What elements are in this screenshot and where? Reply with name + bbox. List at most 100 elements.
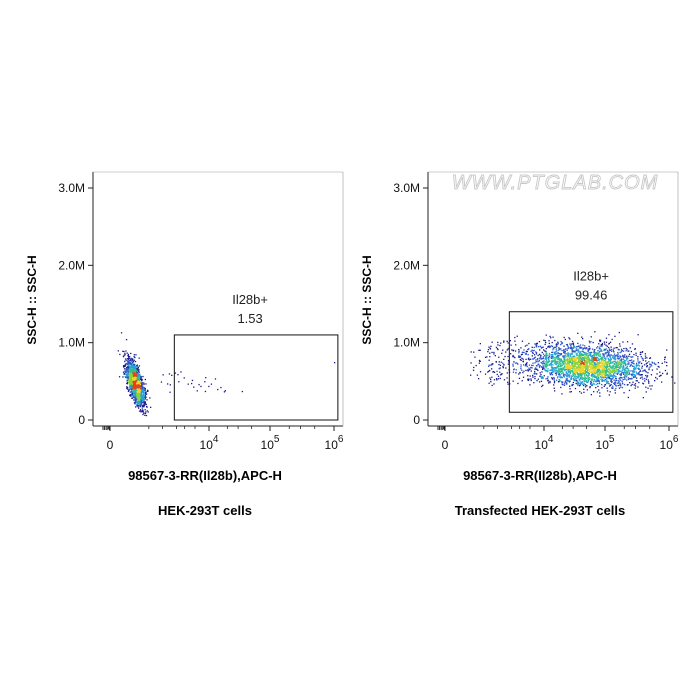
event-dot (560, 359, 562, 362)
event-dot (130, 363, 132, 366)
event-dot (585, 379, 587, 382)
event-dot (648, 382, 650, 384)
event-dot (495, 361, 497, 363)
event-dot (553, 382, 556, 384)
event-dot (664, 356, 666, 358)
event-dot (631, 370, 634, 372)
event-dot (545, 358, 547, 360)
event-dot (134, 390, 136, 392)
event-dot (142, 391, 144, 393)
event-dot (603, 379, 606, 381)
event-dot (131, 369, 133, 372)
event-dot (138, 394, 141, 396)
event-dot (498, 363, 500, 366)
event-dot (125, 373, 128, 376)
event-dot (574, 350, 577, 352)
event-dot (545, 348, 547, 350)
x-tick-label: 104 (200, 434, 219, 452)
event-dot (585, 347, 587, 349)
event-dot (656, 378, 658, 380)
event-dot (582, 338, 584, 340)
event-dot (618, 370, 620, 372)
event-dot (589, 341, 591, 344)
event-dot (224, 390, 226, 392)
event-dot (623, 372, 625, 374)
event-dot (602, 359, 604, 361)
event-dot (569, 359, 572, 362)
event-dot (610, 375, 612, 377)
event-dot (561, 349, 563, 352)
event-dot (610, 362, 612, 365)
event-dot (131, 361, 133, 363)
event-dot (563, 336, 565, 339)
event-dot (531, 351, 534, 354)
event-dot (568, 379, 570, 382)
event-dot (541, 362, 543, 364)
event-dot (617, 366, 619, 368)
event-dot (196, 390, 198, 392)
event-dot (594, 370, 596, 372)
event-dot (546, 369, 548, 372)
event-dot (572, 350, 574, 352)
event-dot (573, 357, 575, 359)
event-dot (588, 368, 590, 370)
event-dot (561, 383, 563, 385)
event-dot (576, 346, 578, 348)
event-dot (512, 380, 514, 382)
event-dot (140, 378, 142, 380)
event-dot (545, 334, 547, 336)
event-dot (627, 370, 629, 372)
event-dot (628, 353, 631, 355)
event-dot (528, 364, 531, 366)
gate-box (508, 311, 674, 413)
x-tick-label: 105 (261, 434, 280, 452)
event-dot (592, 371, 594, 374)
event-dot (517, 363, 519, 365)
event-dot (534, 370, 536, 373)
event-dot (651, 369, 654, 371)
event-dot (580, 392, 583, 394)
event-dot (518, 356, 520, 358)
event-dot (607, 363, 609, 365)
event-dot (625, 368, 627, 370)
event-dot (627, 384, 629, 386)
event-dot (581, 365, 583, 367)
event-dot (134, 394, 137, 396)
event-dot (600, 339, 602, 342)
event-dot (581, 352, 583, 355)
event-dot (136, 394, 139, 396)
event-dot (609, 375, 611, 378)
event-dot (124, 360, 126, 363)
event-dot (510, 353, 512, 355)
event-dot (644, 355, 647, 357)
event-dot (591, 368, 593, 370)
event-dot (476, 374, 479, 376)
event-dot (574, 378, 576, 381)
event-dot (128, 374, 131, 376)
event-dot (603, 353, 605, 355)
event-dot (600, 366, 602, 368)
event-dot (607, 370, 609, 372)
event-dot (637, 334, 639, 336)
event-dot (563, 373, 565, 375)
event-dot (555, 364, 557, 366)
event-dot (639, 374, 641, 376)
event-dot (537, 378, 539, 380)
event-dot (144, 388, 146, 390)
event-dot (588, 356, 590, 359)
event-dot (519, 358, 521, 361)
event-dot (142, 399, 145, 401)
event-dot (591, 348, 594, 350)
event-dot (127, 390, 130, 392)
event-dot (141, 411, 143, 413)
event-dot (602, 360, 604, 362)
event-dot (563, 382, 566, 384)
event-dot (602, 364, 604, 366)
event-dot (584, 357, 586, 359)
event-dot (520, 347, 522, 349)
event-dot (588, 379, 591, 381)
event-dot (551, 356, 553, 358)
event-dot (617, 382, 620, 384)
event-dot (535, 360, 537, 363)
event-dot (334, 362, 336, 364)
